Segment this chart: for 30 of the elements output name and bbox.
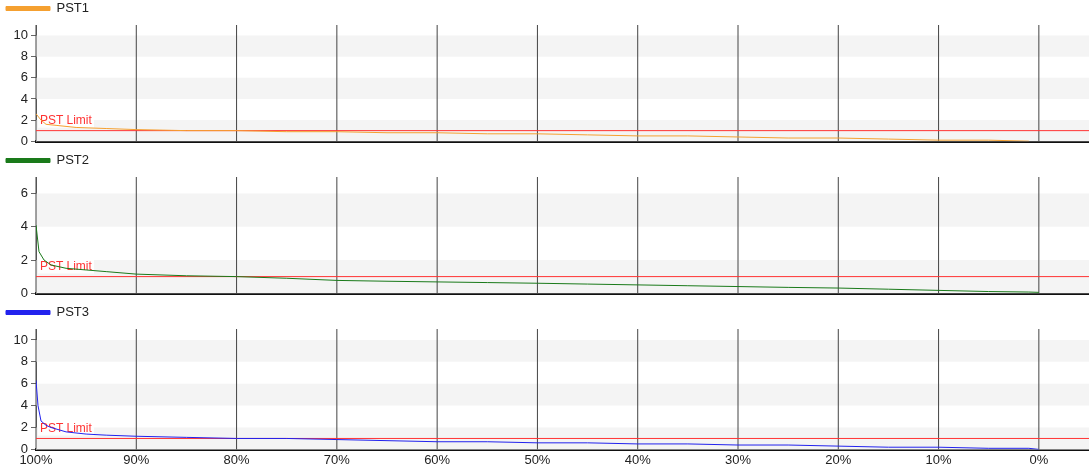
x-tick-label: 90% [123,451,150,467]
y-tick-label: 8 [20,48,28,64]
y-tick-label: 10 [13,331,28,347]
y-tick-label: 0 [20,132,28,148]
legend-label: PST3 [56,304,90,320]
y-tick-label: 8 [20,353,28,369]
x-tick-label: 30% [724,451,752,467]
x-tick-label: 20% [825,451,852,467]
legend-label: PST2 [56,152,90,168]
y-tick-label: 4 [20,90,28,106]
legend-label: PST1 [56,0,90,16]
y-tick-label: 10 [13,27,28,43]
x-tick-label: 50% [524,451,551,467]
y-tick-label: 6 [20,375,28,391]
y-tick-label: 2 [20,251,28,267]
x-tick-label: 60% [424,451,451,467]
x-tick-label: 70% [323,451,351,467]
x-tick-label: 40% [624,451,652,467]
y-tick-label: 6 [20,185,28,201]
y-tick-label: 2 [20,419,28,435]
x-tick-label: 80% [223,451,251,467]
y-tick-label: 2 [20,111,28,127]
x-tick-label: 0% [1029,451,1049,467]
y-tick-label: 0 [20,284,28,300]
y-tick-label: 6 [20,69,28,85]
y-tick-label: 4 [20,218,28,234]
x-tick-label: 10% [925,451,953,467]
ref-line-label: PST Limit [40,112,93,127]
y-tick-label: 0 [20,440,28,456]
y-tick-label: 4 [20,397,28,413]
